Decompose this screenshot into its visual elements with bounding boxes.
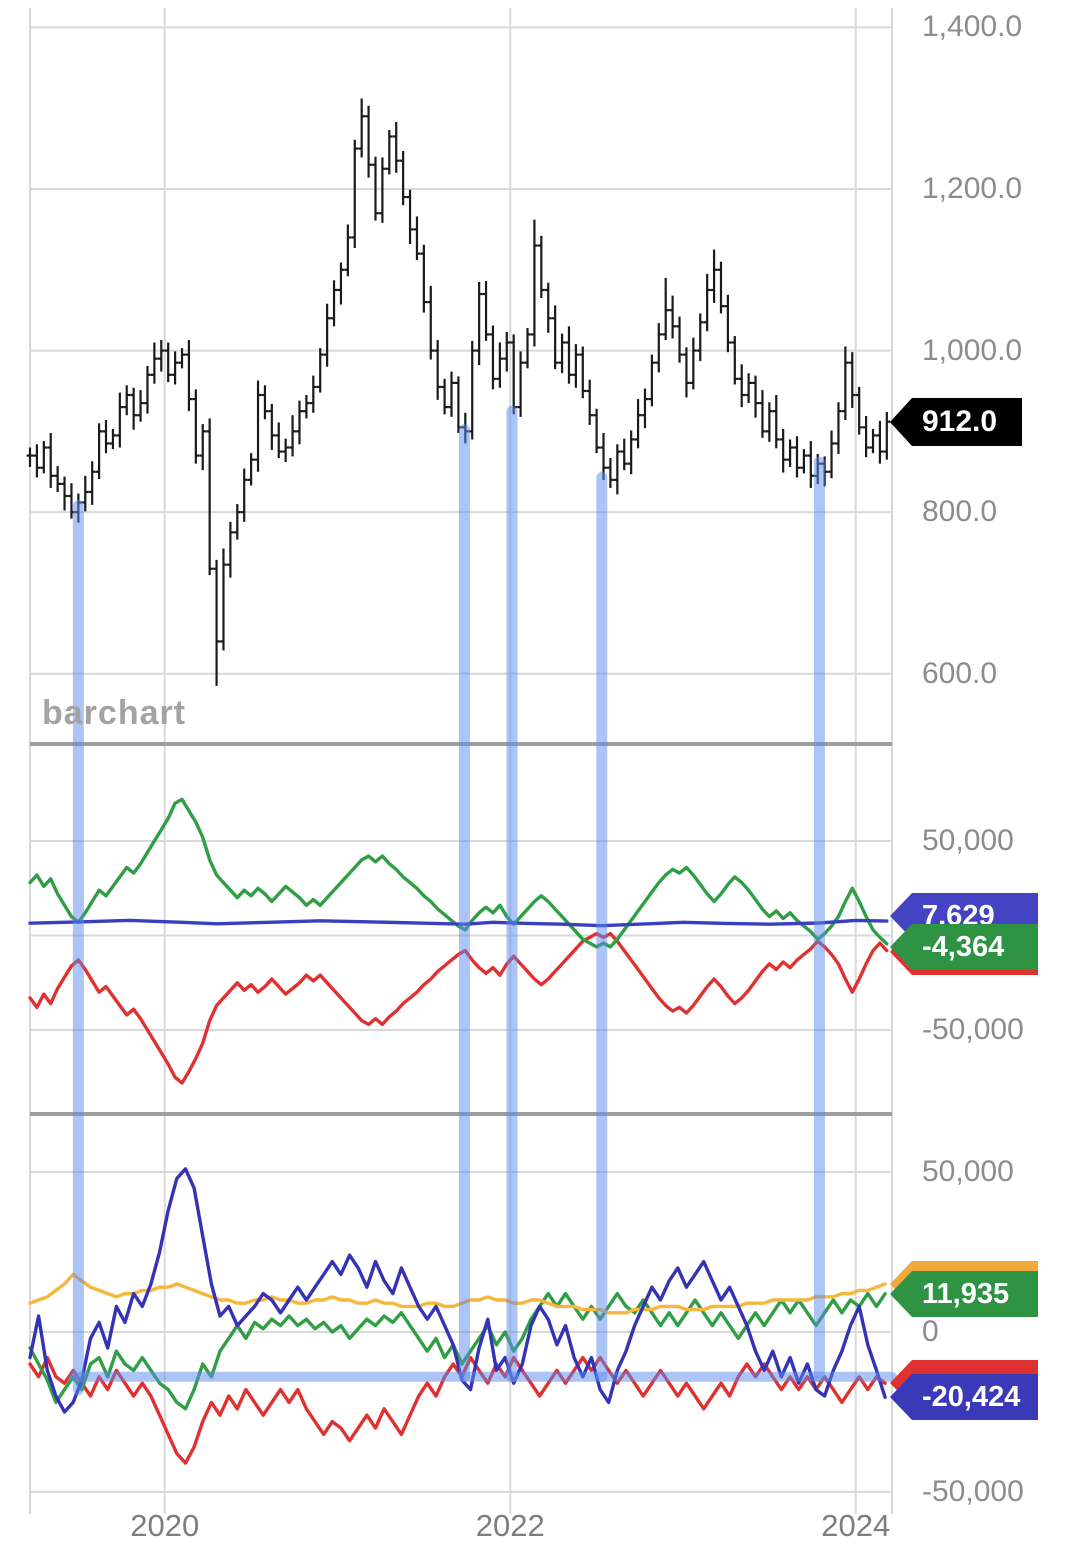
y-axis-label: 50,000 bbox=[922, 824, 1014, 857]
cot2-navy-value: -20,424 bbox=[922, 1380, 1021, 1413]
cot-green-tag: -4,364 bbox=[890, 924, 1038, 970]
y-axis-label: 50,000 bbox=[922, 1155, 1014, 1189]
cot-green-value: -4,364 bbox=[922, 930, 1005, 963]
barchart-watermark-logo: barchart bbox=[42, 694, 187, 732]
y-axis-label: 800.0 bbox=[922, 495, 998, 529]
last-price-value: 912.0 bbox=[922, 405, 998, 438]
cot2-green-value: 11,935 bbox=[922, 1277, 1010, 1310]
y-axis-label: 1,400.0 bbox=[922, 10, 1023, 44]
x-axis-label: 2020 bbox=[130, 1508, 200, 1543]
cot2-green-tag: 11,935 bbox=[890, 1271, 1038, 1317]
y-axis-label: 1,000.0 bbox=[922, 333, 1023, 367]
y-axis-label: 0 bbox=[922, 1314, 939, 1348]
y-axis-label: -50,000 bbox=[922, 1013, 1024, 1047]
x-axis-label: 2024 bbox=[821, 1508, 891, 1543]
y-axis-label: 1,200.0 bbox=[922, 171, 1023, 205]
y-axis-label: 600.0 bbox=[922, 656, 998, 690]
x-axis-label: 2022 bbox=[475, 1508, 545, 1543]
last-price-tag: 912.0 bbox=[890, 398, 1022, 446]
cot2-navy-tag: -20,424 bbox=[890, 1374, 1038, 1420]
y-axis-label: -50,000 bbox=[922, 1474, 1024, 1508]
